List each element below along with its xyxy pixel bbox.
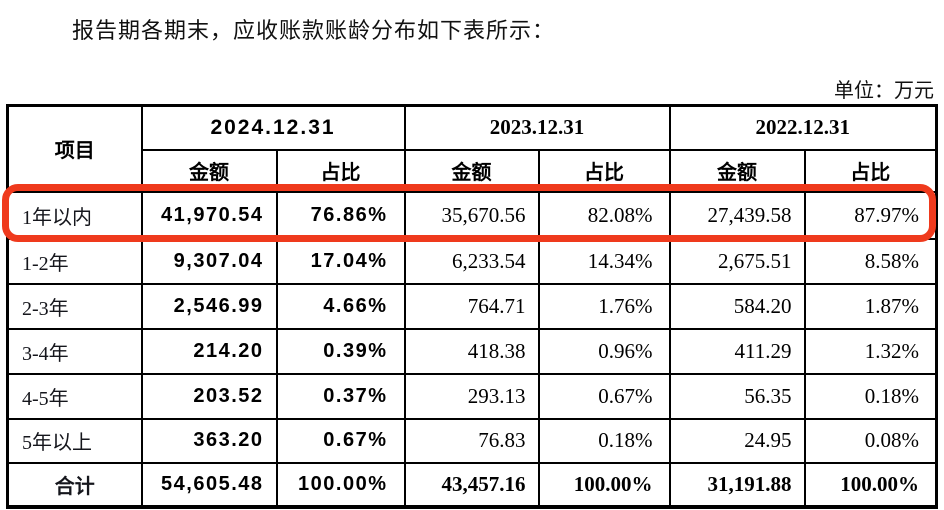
ratio-2022: 0.08% [803,417,938,464]
ratio-2022: 8.58% [803,237,938,285]
table-header-row-periods: 项目 2024.12.31 2023.12.31 2022.12.31 [6,104,938,193]
ratio-2022: 100.00% [803,461,938,508]
subheader-amount-2024: 金额 [140,148,278,193]
row-label: 5年以上 [6,417,143,464]
amount-2023: 293.13 [403,372,540,420]
amount-2022: 411.29 [668,327,806,375]
ratio-2023: 0.18% [537,417,671,464]
unit-label: 单位：万元 [834,80,934,102]
table-row-3-4-years: 3-4年 214.20 0.39% 418.38 0.96% 411.29 1.… [6,327,938,375]
ratio-2024: 17.04% [275,237,406,285]
period-header-2022: 2022.12.31 [668,104,938,151]
row-label: 3-4年 [6,327,143,375]
ratio-2024: 0.67% [275,417,406,464]
table-row-within-1-year: 1年以内 41,970.54 76.86% 35,670.56 82.08% 2… [6,190,938,240]
row-label-total: 合计 [6,461,143,508]
subheader-ratio-2024: 占比 [275,148,406,193]
ratio-2023: 82.08% [537,190,671,240]
intro-text: 报告期各期末，应收账款账龄分布如下表所示： [72,18,556,43]
amount-2022: 584.20 [668,282,806,330]
amount-2023: 418.38 [403,327,540,375]
amount-2023: 764.71 [403,282,540,330]
table-header-row-subheaders: 金额 占比 金额 占比 金额 占比 [8,148,938,193]
row-label: 2-3年 [6,282,143,330]
subheader-amount-2023: 金额 [403,148,540,193]
amount-2022: 31,191.88 [668,461,806,508]
aging-table: 项目 2024.12.31 2023.12.31 2022.12.31 金额 占… [6,104,939,509]
table-row-2-3-years: 2-3年 2,546.99 4.66% 764.71 1.76% 584.20 … [6,282,938,330]
amount-2023: 76.83 [403,417,540,464]
amount-2024: 214.20 [140,327,278,375]
amount-2024: 363.20 [140,417,278,464]
ratio-2022: 87.97% [803,190,938,240]
row-label: 1年以内 [6,190,143,240]
item-header-cell: 项目 [6,104,143,193]
table-row-1-2-years: 1-2年 9,307.04 17.04% 6,233.54 14.34% 2,6… [6,237,938,285]
amount-2023: 6,233.54 [403,237,540,285]
ratio-2024: 0.39% [275,327,406,375]
ratio-2022: 0.18% [803,372,938,420]
table-row-total: 合计 54,605.48 100.00% 43,457.16 100.00% 3… [6,461,938,508]
ratio-2023: 0.67% [537,372,671,420]
amount-2024: 41,970.54 [140,190,278,240]
row-label: 4-5年 [6,372,143,420]
ratio-2024: 0.37% [275,372,406,420]
table-row-over-5-years: 5年以上 363.20 0.67% 76.83 0.18% 24.95 0.08… [6,417,938,464]
ratio-2022: 1.87% [803,282,938,330]
amount-2024: 2,546.99 [140,282,278,330]
amount-2022: 2,675.51 [668,237,806,285]
amount-2022: 24.95 [668,417,806,464]
amount-2022: 27,439.58 [668,190,806,240]
subheader-ratio-2023: 占比 [537,148,671,193]
subheader-ratio-2022: 占比 [803,148,938,193]
amount-2023: 35,670.56 [403,190,540,240]
ratio-2023: 14.34% [537,237,671,285]
row-label: 1-2年 [6,237,143,285]
amount-2024: 54,605.48 [140,461,278,508]
subheader-amount-2022: 金额 [668,148,806,193]
amount-2022: 56.35 [668,372,806,420]
ratio-2023: 0.96% [537,327,671,375]
amount-2023: 43,457.16 [403,461,540,508]
period-header-2024: 2024.12.31 [140,104,406,151]
ratio-2024: 76.86% [275,190,406,240]
amount-2024: 203.52 [140,372,278,420]
amount-2024: 9,307.04 [140,237,278,285]
ratio-2022: 1.32% [803,327,938,375]
ratio-2024: 4.66% [275,282,406,330]
period-header-2023: 2023.12.31 [403,104,671,151]
table-row-4-5-years: 4-5年 203.52 0.37% 293.13 0.67% 56.35 0.1… [6,372,938,420]
ratio-2023: 1.76% [537,282,671,330]
ratio-2024: 100.00% [275,461,406,508]
ratio-2023: 100.00% [537,461,671,508]
